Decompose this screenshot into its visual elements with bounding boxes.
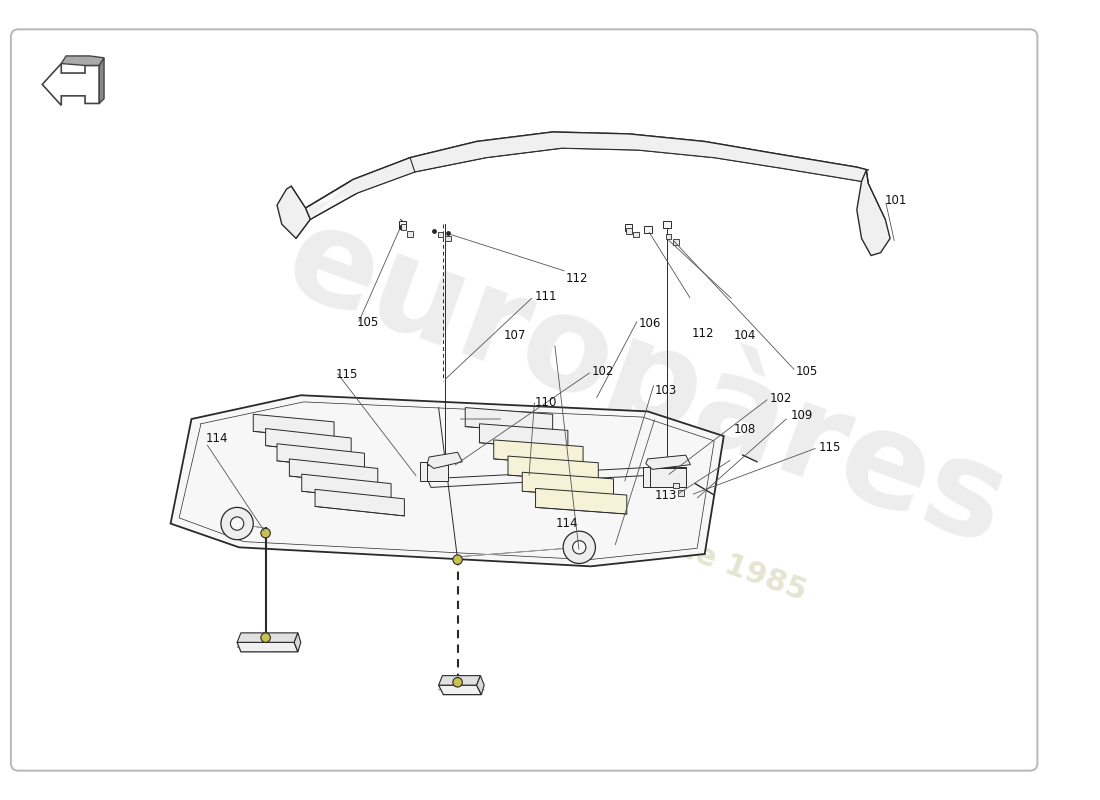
FancyBboxPatch shape [11, 30, 1037, 770]
Text: 115: 115 [820, 442, 842, 454]
Text: 101: 101 [884, 194, 908, 206]
Text: a passion for parts since 1985: a passion for parts since 1985 [314, 402, 811, 607]
Polygon shape [419, 462, 448, 481]
Polygon shape [277, 186, 310, 238]
Polygon shape [673, 482, 679, 488]
Polygon shape [301, 474, 392, 501]
Text: 114: 114 [206, 431, 228, 445]
Circle shape [563, 531, 595, 563]
Text: 113: 113 [654, 490, 678, 502]
Polygon shape [238, 633, 298, 642]
Polygon shape [771, 153, 833, 177]
Circle shape [453, 678, 462, 687]
Polygon shape [289, 459, 377, 486]
Text: 107: 107 [503, 329, 526, 342]
Polygon shape [508, 456, 598, 482]
Polygon shape [277, 444, 364, 470]
Polygon shape [644, 226, 651, 233]
Polygon shape [253, 414, 334, 439]
Polygon shape [828, 162, 861, 182]
Polygon shape [494, 440, 583, 466]
Circle shape [573, 541, 586, 554]
Text: 111: 111 [535, 290, 557, 303]
Polygon shape [439, 685, 482, 694]
Polygon shape [265, 429, 351, 455]
Text: 112: 112 [566, 272, 588, 285]
Polygon shape [644, 466, 685, 487]
Circle shape [261, 528, 271, 538]
Text: europàres: europàres [270, 190, 1025, 573]
Polygon shape [857, 170, 890, 255]
Text: 109: 109 [791, 410, 813, 422]
Polygon shape [646, 455, 691, 470]
Text: 110: 110 [535, 396, 557, 409]
Polygon shape [294, 633, 300, 652]
Polygon shape [522, 472, 614, 498]
Polygon shape [552, 132, 638, 150]
Text: 115: 115 [336, 369, 359, 382]
Text: 105: 105 [356, 316, 380, 329]
Polygon shape [678, 490, 684, 496]
Text: 105: 105 [796, 366, 818, 378]
Polygon shape [446, 235, 451, 242]
Polygon shape [400, 224, 406, 230]
Polygon shape [673, 239, 679, 245]
Polygon shape [427, 466, 671, 487]
Text: 103: 103 [654, 384, 678, 397]
Polygon shape [99, 58, 104, 103]
Text: 104: 104 [734, 329, 756, 342]
Polygon shape [439, 676, 481, 685]
Circle shape [453, 555, 462, 565]
Polygon shape [465, 408, 552, 434]
Polygon shape [705, 142, 781, 168]
Text: 108: 108 [734, 423, 756, 436]
Polygon shape [407, 231, 412, 237]
Polygon shape [629, 134, 714, 158]
Polygon shape [306, 179, 358, 219]
Text: 106: 106 [639, 317, 661, 330]
Polygon shape [480, 424, 568, 450]
Polygon shape [536, 488, 627, 514]
Circle shape [221, 507, 253, 540]
Polygon shape [634, 232, 639, 238]
Polygon shape [857, 167, 868, 183]
Circle shape [231, 517, 244, 530]
Polygon shape [170, 395, 724, 566]
Polygon shape [315, 490, 405, 516]
Polygon shape [306, 132, 868, 219]
Polygon shape [427, 452, 462, 469]
Polygon shape [476, 676, 484, 694]
Polygon shape [398, 222, 406, 229]
Polygon shape [42, 63, 99, 106]
Polygon shape [625, 224, 632, 231]
Polygon shape [353, 158, 415, 193]
Polygon shape [438, 232, 443, 238]
Polygon shape [410, 142, 486, 172]
Text: 114: 114 [556, 517, 578, 530]
Polygon shape [626, 228, 631, 234]
Text: 102: 102 [592, 365, 615, 378]
Polygon shape [238, 642, 298, 652]
Text: 112: 112 [692, 326, 714, 339]
Circle shape [261, 633, 271, 642]
Text: 102: 102 [770, 392, 792, 405]
Polygon shape [476, 132, 562, 158]
Polygon shape [663, 222, 671, 228]
Polygon shape [62, 56, 104, 66]
Polygon shape [666, 234, 671, 239]
